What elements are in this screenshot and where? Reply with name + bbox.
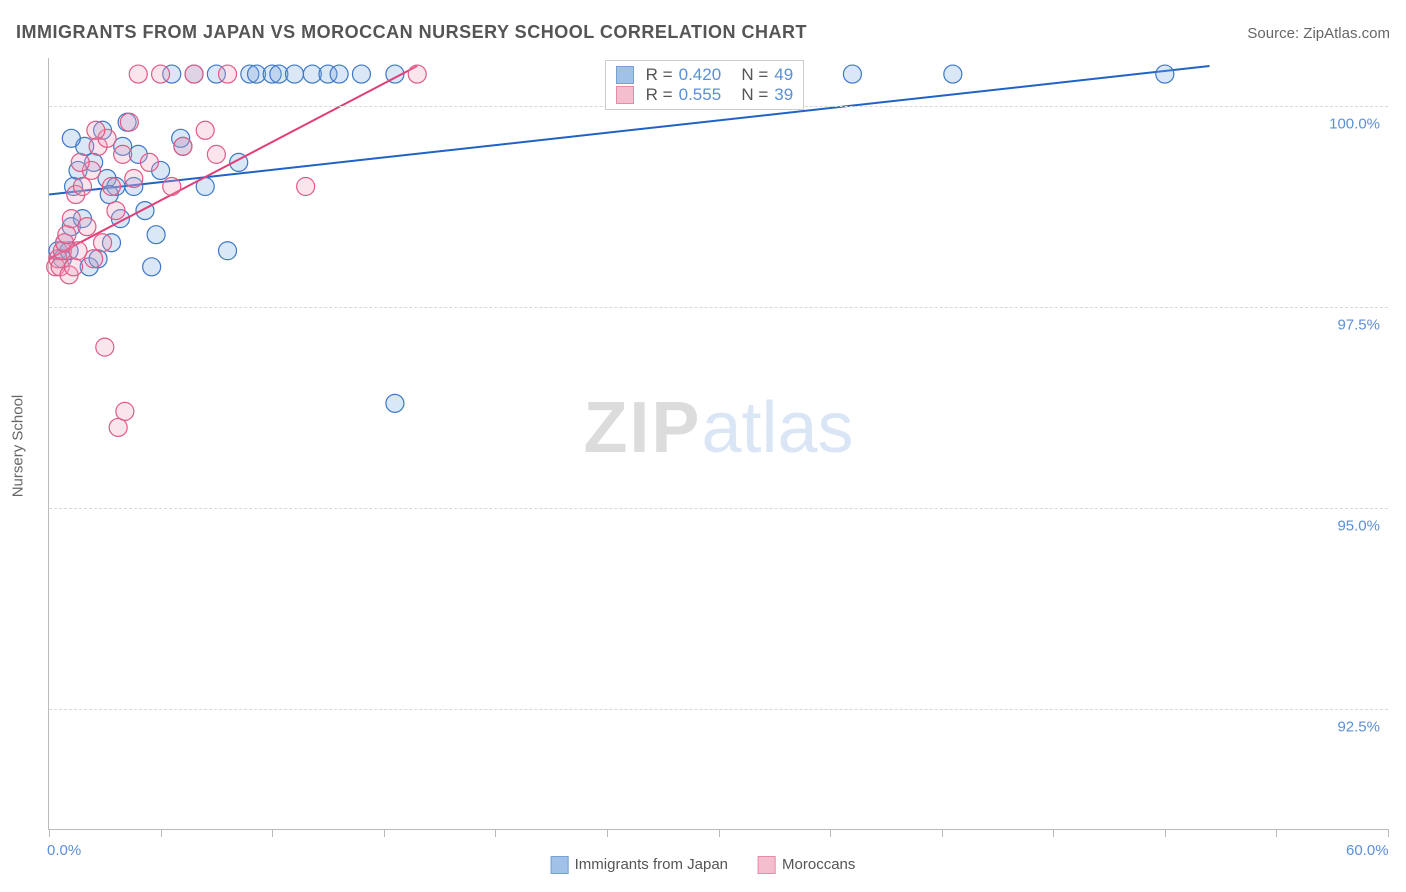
x-tick <box>384 829 385 837</box>
data-point-moroccans <box>85 250 103 268</box>
data-point-moroccans <box>120 113 138 131</box>
swatch-japan <box>551 856 569 874</box>
data-point-moroccans <box>129 65 147 83</box>
data-point-moroccans <box>140 153 158 171</box>
data-point-moroccans <box>58 226 76 244</box>
y-tick-label: 97.5% <box>1337 316 1380 333</box>
data-point-japan <box>1156 65 1174 83</box>
data-point-japan <box>285 65 303 83</box>
data-point-japan <box>352 65 370 83</box>
data-point-moroccans <box>73 178 91 196</box>
legend-label: Immigrants from Japan <box>575 856 728 873</box>
x-tick <box>719 829 720 837</box>
data-point-japan <box>843 65 861 83</box>
data-point-moroccans <box>71 153 89 171</box>
data-point-moroccans <box>94 234 112 252</box>
x-tick <box>1388 829 1389 837</box>
y-tick-label: 100.0% <box>1329 116 1380 133</box>
x-tick <box>942 829 943 837</box>
grid-line <box>49 508 1388 509</box>
x-tick <box>1053 829 1054 837</box>
source-label: Source: <box>1247 25 1303 42</box>
data-point-moroccans <box>207 145 225 163</box>
legend-label: Moroccans <box>782 856 855 873</box>
data-point-moroccans <box>102 178 120 196</box>
data-point-moroccans <box>65 258 83 276</box>
x-tick <box>49 829 50 837</box>
legend-item-moroccans: Moroccans <box>758 856 855 874</box>
x-tick <box>1276 829 1277 837</box>
y-tick-label: 95.0% <box>1337 517 1380 534</box>
legend-bottom: Immigrants from Japan Moroccans <box>551 856 856 874</box>
data-point-moroccans <box>78 218 96 236</box>
data-point-moroccans <box>174 137 192 155</box>
data-point-moroccans <box>297 178 315 196</box>
stats-box: R = 0.420 N = 49 R = 0.555 N = 39 <box>605 60 805 110</box>
data-point-moroccans <box>116 402 134 420</box>
data-point-japan <box>219 242 237 260</box>
x-tick <box>830 829 831 837</box>
data-point-moroccans <box>96 338 114 356</box>
source-attribution: Source: ZipAtlas.com <box>1247 25 1390 42</box>
scatter-svg <box>49 58 1388 829</box>
data-point-japan <box>62 129 80 147</box>
data-point-moroccans <box>185 65 203 83</box>
data-point-moroccans <box>114 145 132 163</box>
x-tick <box>1165 829 1166 837</box>
swatch-moroccans <box>616 86 634 104</box>
data-point-moroccans <box>109 418 127 436</box>
data-point-moroccans <box>152 65 170 83</box>
grid-line <box>49 709 1388 710</box>
data-point-moroccans <box>125 169 143 187</box>
data-point-japan <box>944 65 962 83</box>
legend-item-japan: Immigrants from Japan <box>551 856 728 874</box>
data-point-japan <box>143 258 161 276</box>
x-tick-label: 0.0% <box>47 842 81 859</box>
stats-row-moroccans: R = 0.555 N = 39 <box>616 85 794 105</box>
source-value: ZipAtlas.com <box>1303 25 1390 42</box>
y-tick-label: 92.5% <box>1337 718 1380 735</box>
swatch-moroccans <box>758 856 776 874</box>
data-point-moroccans <box>408 65 426 83</box>
chart-title: IMMIGRANTS FROM JAPAN VS MOROCCAN NURSER… <box>16 22 807 43</box>
x-tick <box>272 829 273 837</box>
trend-line-moroccans <box>49 66 417 259</box>
grid-line <box>49 307 1388 308</box>
x-tick <box>495 829 496 837</box>
y-axis-label: Nursery School <box>10 395 27 498</box>
data-point-moroccans <box>163 178 181 196</box>
data-point-moroccans <box>107 202 125 220</box>
swatch-japan <box>616 66 634 84</box>
x-tick <box>607 829 608 837</box>
data-point-moroccans <box>219 65 237 83</box>
data-point-japan <box>147 226 165 244</box>
x-tick <box>161 829 162 837</box>
data-point-japan <box>386 394 404 412</box>
data-point-moroccans <box>196 121 214 139</box>
title-bar: IMMIGRANTS FROM JAPAN VS MOROCCAN NURSER… <box>16 22 1390 43</box>
x-tick-label: 60.0% <box>1346 842 1389 859</box>
data-point-japan <box>330 65 348 83</box>
data-point-moroccans <box>87 121 105 139</box>
stats-row-japan: R = 0.420 N = 49 <box>616 65 794 85</box>
plot-area: ZIPatlas 92.5%95.0%97.5%100.0%0.0%60.0% … <box>48 58 1388 830</box>
